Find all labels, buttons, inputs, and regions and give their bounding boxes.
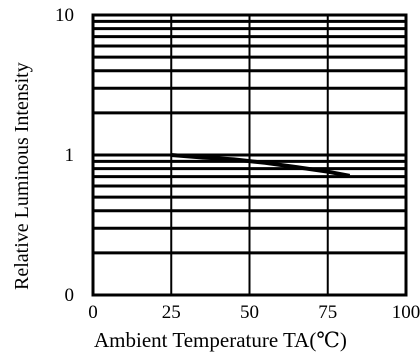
x-tick-label: 25 (162, 302, 181, 323)
plot-grid (93, 15, 406, 295)
x-tick-label: 0 (88, 302, 98, 323)
x-tick-labels: 0 25 50 75 100 (88, 302, 420, 323)
y-tick-label: 10 (55, 5, 74, 26)
x-tick-label: 75 (318, 302, 337, 323)
x-tick-label: 50 (240, 302, 259, 323)
y-tick-label: 1 (65, 145, 75, 166)
x-tick-label: 100 (392, 302, 420, 323)
series-curve (171, 153, 351, 178)
x-axis-label: Ambient Temperature TA(℃) (94, 328, 347, 352)
plot-frame (91, 13, 408, 297)
y-tick-label: 0 (65, 285, 75, 306)
y-axis-label: Relative Luminous Intensity (11, 62, 33, 290)
